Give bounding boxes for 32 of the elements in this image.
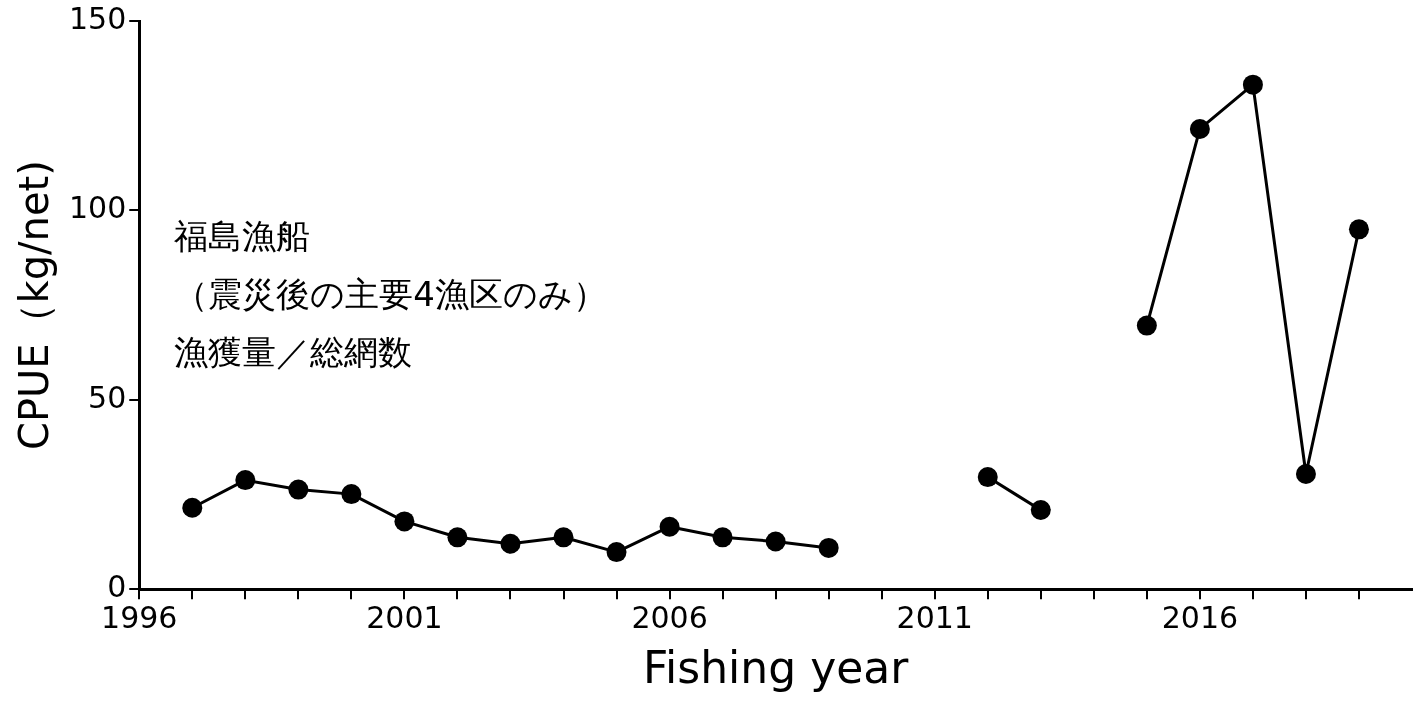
point <box>182 497 203 518</box>
point <box>765 531 786 552</box>
x-tick-label: 2006 <box>631 600 708 635</box>
point <box>553 527 574 548</box>
y-axis-title: CPUE（kg/net) <box>11 160 58 451</box>
point <box>341 484 362 505</box>
point <box>606 542 627 563</box>
point <box>1295 464 1316 485</box>
annotation: 福島漁船 <box>174 215 311 256</box>
point <box>1189 118 1210 139</box>
annotation: 漁獲量／総網数 <box>174 331 413 372</box>
point <box>500 533 521 554</box>
point <box>1348 219 1369 240</box>
x-tick-label: 2001 <box>366 600 443 635</box>
point <box>394 511 415 532</box>
point <box>1242 74 1263 95</box>
annotation: （震災後の主要4漁区のみ） <box>174 273 607 314</box>
point <box>712 527 733 548</box>
x-tick-label: 2016 <box>1161 600 1239 635</box>
point <box>447 527 468 548</box>
y-tick-label: 100 <box>69 190 127 226</box>
x-axis-title: Fishing year <box>642 642 910 694</box>
point <box>288 479 309 500</box>
y-tick-label: 50 <box>88 379 127 415</box>
point <box>1030 500 1051 521</box>
y-tick-label: 150 <box>69 0 127 36</box>
x-tick-label: 2011 <box>896 600 973 635</box>
point <box>977 467 998 488</box>
point <box>1136 315 1157 336</box>
point <box>818 537 839 558</box>
point <box>235 470 256 491</box>
point <box>659 516 680 537</box>
